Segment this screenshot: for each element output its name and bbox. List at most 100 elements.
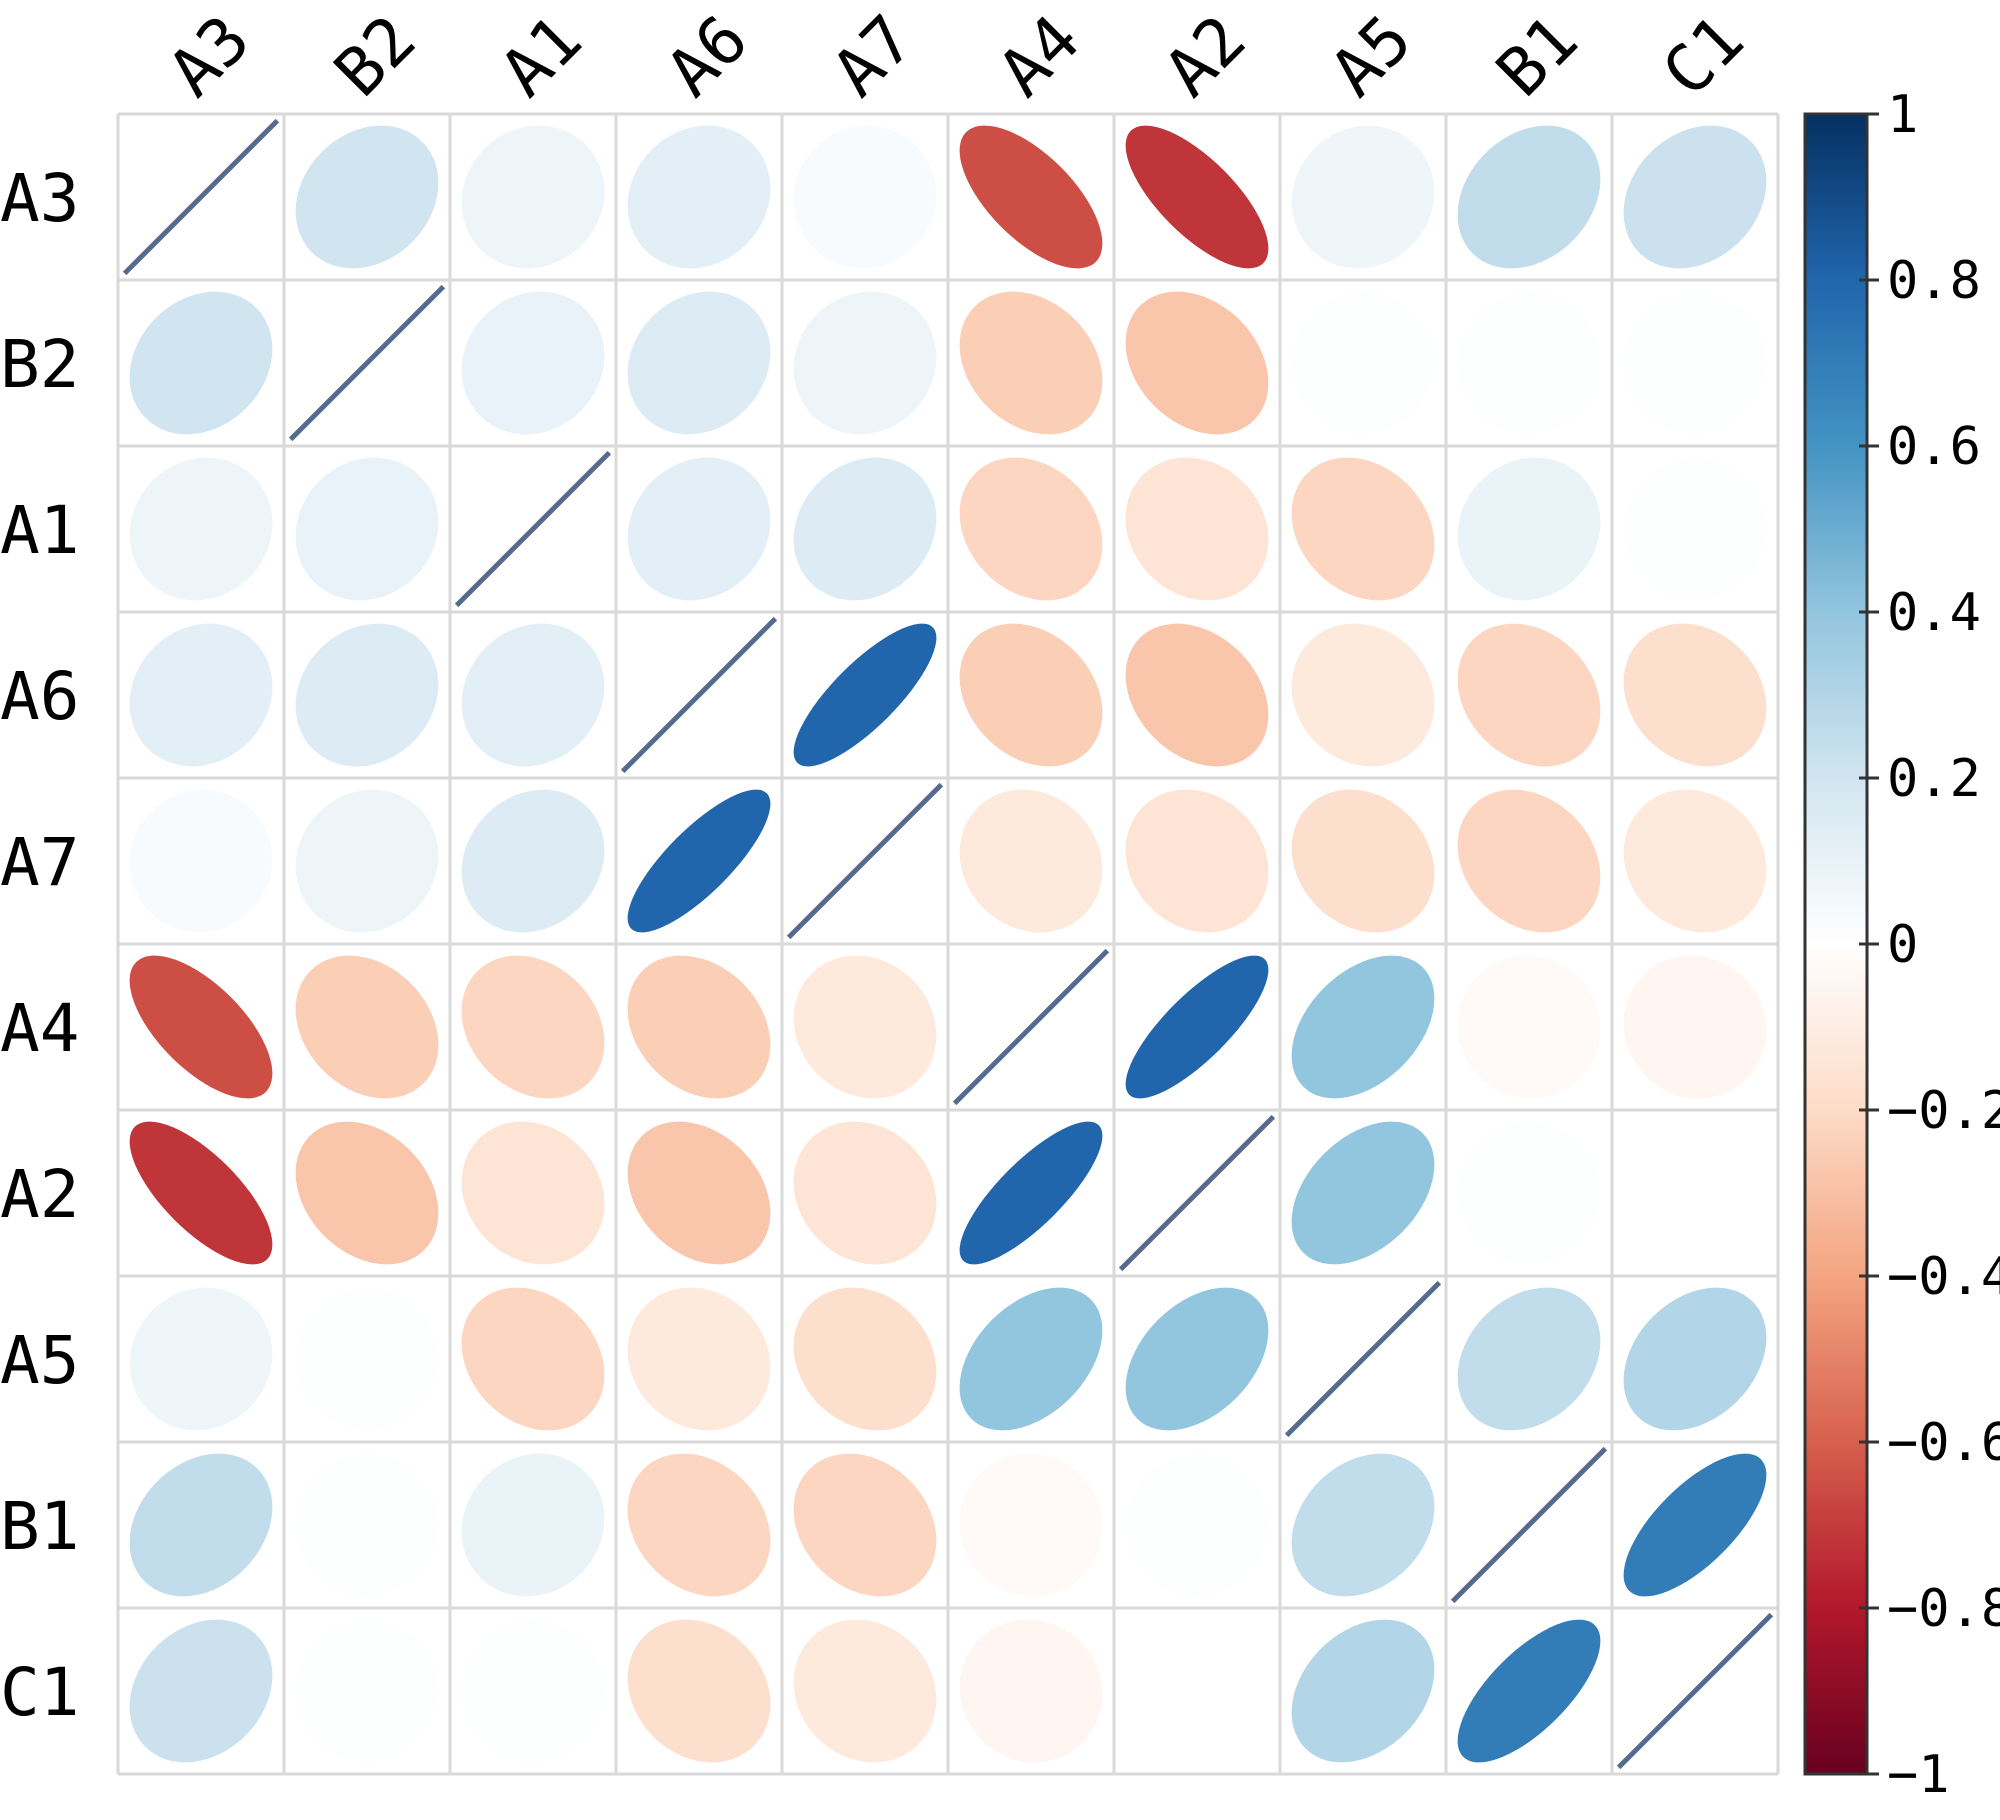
cell-A1-A6: A1 / A6: 0.12 <box>627 457 771 601</box>
cell-A7-C1: A7 / C1: -0.12 <box>1623 789 1767 933</box>
cell-A2-C1: A2 / C1: 0 <box>1623 1121 1767 1265</box>
row-labels: A3 B2 A1 A6 A7 A4 A2 A5 B1 C1 <box>0 160 79 1731</box>
cell-A7-A1: A7 / A1: 0.15 <box>461 789 605 933</box>
cell-A3-C1: A3 / C1: 0.22 <box>1623 125 1767 269</box>
cell-A7-A6: A7 / A6: 0.8 <box>627 789 771 933</box>
cell-B1-A7: B1 / A7: -0.22 <box>793 1453 937 1597</box>
cell-B1-A4: B1 / A4: -0.03 <box>959 1453 1103 1597</box>
cell-A5-A7: A5 / A7: -0.18 <box>793 1287 937 1431</box>
colorbar-tick-label: 0.6 <box>1887 417 1981 477</box>
cell-B1-A6: B1 / A6: -0.22 <box>627 1453 771 1597</box>
cell-B2-A6: B2 / A6: 0.15 <box>627 291 771 435</box>
diagonal-B2 <box>288 284 446 442</box>
cell-A2-A1: A2 / A1: -0.15 <box>461 1121 605 1265</box>
colorbar-tick-label: 0.4 <box>1887 583 1981 643</box>
cell-A3-A1: A3 / A1: 0.08 <box>461 125 605 269</box>
cell-C1-A4: C1 / A4: -0.05 <box>959 1619 1103 1763</box>
cell-A7-A5: A7 / A5: -0.18 <box>1291 789 1435 933</box>
diagonal-C1 <box>1616 1612 1774 1770</box>
cell-A2-A6: A2 / A6: -0.28 <box>627 1121 771 1265</box>
colorbar-tick-label: −0.4 <box>1887 1247 2000 1307</box>
cell-A4-A7: A4 / A7: -0.12 <box>793 955 937 1099</box>
diagonal-A4 <box>952 948 1110 1106</box>
cell-A2-A5: A2 / A5: 0.4 <box>1291 1121 1435 1265</box>
col-label-A6: A6 <box>652 1 763 112</box>
row-label-A6: A6 <box>0 658 79 735</box>
cell-A4-B1: A4 / B1: -0.03 <box>1457 955 1601 1099</box>
cell-A1-A7: A1 / A7: 0.15 <box>793 457 937 601</box>
cell-A4-A6: A4 / A6: -0.25 <box>627 955 771 1099</box>
colorbar: 1 0.8 0.6 0.4 0.2 0 −0.2 −0.4 −0.6 −0.8 −1 <box>1803 85 2000 1805</box>
cell-B1-A1: B1 / A1: 0.09 <box>461 1453 605 1597</box>
cell-A3-A5: A3 / A5: 0.07 <box>1291 125 1435 269</box>
cell-A1-A4: A1 / A4: -0.22 <box>959 457 1103 601</box>
cell-B1-A2: B1 / A2: 0.01 <box>1125 1453 1269 1597</box>
cell-A5-A6: A5 / A6: -0.12 <box>627 1287 771 1431</box>
col-label-A4: A4 <box>984 1 1095 112</box>
row-label-B2: B2 <box>0 326 79 403</box>
cell-A1-A3: A1 / A3: 0.08 <box>129 457 273 601</box>
cell-A4-A1: A4 / A1: -0.22 <box>461 955 605 1099</box>
colorbar-tick-label: −0.8 <box>1887 1579 2000 1639</box>
cell-A5-A3: A5 / A3: 0.07 <box>129 1287 273 1431</box>
cell-C1-A5: C1 / A5: 0.3 <box>1291 1619 1435 1763</box>
colorbar-tick-label: −0.2 <box>1887 1081 2000 1141</box>
cell-A3-A2: A3 / A2: -0.72 <box>1125 125 1269 269</box>
col-label-B1: B1 <box>1482 1 1593 112</box>
colorbar-tick-label: 0.2 <box>1887 749 1981 809</box>
cell-B2-A1: B2 / A1: 0.1 <box>461 291 605 435</box>
cell-C1-A1: C1 / A1: 0.01 <box>461 1619 605 1763</box>
cell-A1-C1: A1 / C1: 0.01 <box>1623 457 1767 601</box>
cell-A3-B2: A3 / B2: 0.2 <box>295 125 439 269</box>
cell-C1-B2: C1 / B2: 0.01 <box>295 1619 439 1763</box>
cell-B2-A3: B2 / A3: 0.2 <box>129 291 273 435</box>
cell-B2-A5: B2 / A5: 0.01 <box>1291 291 1435 435</box>
cell-A6-B2: A6 / B2: 0.15 <box>295 623 439 767</box>
cell-A5-B2: A5 / B2: 0.01 <box>295 1287 439 1431</box>
cell-A6-A3: A6 / A3: 0.12 <box>129 623 273 767</box>
cell-A5-A1: A5 / A1: -0.22 <box>461 1287 605 1431</box>
cell-C1-A6: C1 / A6: -0.18 <box>627 1619 771 1763</box>
cell-C1-B1: C1 / B1: 0.7 <box>1457 1619 1601 1763</box>
diagonal-A3 <box>122 118 280 276</box>
col-label-B2: B2 <box>320 1 431 112</box>
cell-A3-B1: A3 / B1: 0.25 <box>1457 125 1601 269</box>
column-labels: A3 B2 A1 A6 A7 A4 A2 A5 B1 C1 <box>154 1 1759 112</box>
cell-A5-B1: A5 / B1: 0.25 <box>1457 1287 1601 1431</box>
col-label-A5: A5 <box>1316 1 1427 112</box>
cell-A4-A5: A4 / A5: 0.4 <box>1291 955 1435 1099</box>
cell-A4-B2: A4 / B2: -0.25 <box>295 955 439 1099</box>
colorbar-gradient <box>1803 112 1869 1776</box>
diagonal-A7 <box>786 782 944 940</box>
cell-A7-B1: A7 / B1: -0.22 <box>1457 789 1601 933</box>
cell-A6-A1: A6 / A1: 0.12 <box>461 623 605 767</box>
diagonal-A5 <box>1284 1280 1442 1438</box>
cell-A4-A2: A4 / A2: 0.8 <box>1125 955 1269 1099</box>
row-label-A2: A2 <box>0 1156 79 1233</box>
cell-A1-A5: A1 / A5: -0.22 <box>1291 457 1435 601</box>
cell-A1-A2: A1 / A2: -0.15 <box>1125 457 1269 601</box>
col-label-C1: C1 <box>1648 1 1759 112</box>
cell-A7-A3: A7 / A3: 0.03 <box>129 789 273 933</box>
cell-A3-A6: A3 / A6: 0.12 <box>627 125 771 269</box>
col-label-A1: A1 <box>486 1 597 112</box>
cell-A6-A4: A6 / A4: -0.25 <box>959 623 1103 767</box>
row-label-B1: B1 <box>0 1488 79 1565</box>
cell-A4-C1: A4 / C1: -0.05 <box>1623 955 1767 1099</box>
cell-A5-A2: A5 / A2: 0.4 <box>1125 1287 1269 1431</box>
cell-A2-A3: A2 / A3: -0.72 <box>129 1121 273 1265</box>
cell-B2-C1: B2 / C1: 0.01 <box>1623 291 1767 435</box>
row-label-A1: A1 <box>0 492 79 569</box>
cell-B2-A4: B2 / A4: -0.25 <box>959 291 1103 435</box>
cell-A2-B1: A2 / B1: 0.01 <box>1457 1121 1601 1265</box>
row-label-A5: A5 <box>0 1322 79 1399</box>
cell-A7-A2: A7 / A2: -0.15 <box>1125 789 1269 933</box>
cell-A1-B1: A1 / B1: 0.09 <box>1457 457 1601 601</box>
cell-B1-A3: B1 / A3: 0.25 <box>129 1453 273 1597</box>
col-label-A7: A7 <box>818 1 929 112</box>
cell-A6-A7: A6 / A7: 0.8 <box>793 623 937 767</box>
cell-A7-B2: A7 / B2: 0.08 <box>295 789 439 933</box>
cell-B1-A5: B1 / A5: 0.25 <box>1291 1453 1435 1597</box>
cell-A2-B2: A2 / B2: -0.28 <box>295 1121 439 1265</box>
